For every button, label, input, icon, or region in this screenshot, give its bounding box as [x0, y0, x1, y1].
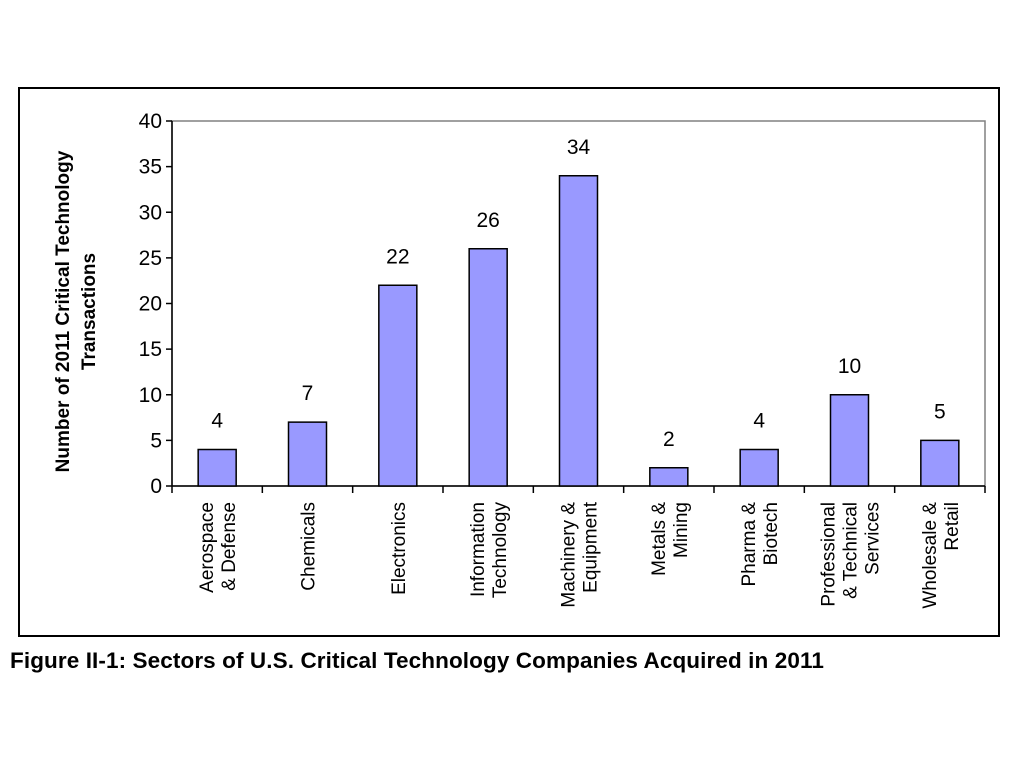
x-category-label-line: Mining: [671, 502, 692, 558]
x-category-label: Electronics: [389, 502, 410, 595]
bar-value-label: 34: [567, 136, 591, 159]
y-axis-title-line: Transactions: [79, 253, 100, 370]
bar-value-label: 2: [663, 428, 675, 451]
x-category-label: Pharma & Biotech: [739, 502, 782, 587]
y-tick-label: 35: [139, 156, 162, 179]
bar: [920, 439, 960, 487]
bar-value-label: 26: [476, 209, 499, 232]
bar: [829, 394, 870, 487]
y-tick-label: 30: [139, 201, 162, 224]
x-category-label-line: Equipment: [581, 501, 602, 593]
bar: [468, 248, 508, 487]
x-category-label-line: Retail: [942, 502, 963, 551]
x-category-label-line: Technology: [490, 502, 511, 599]
bar-value-label: 10: [838, 355, 861, 378]
x-category-label-line: Pharma &: [739, 502, 760, 587]
bar: [649, 467, 689, 487]
x-category-label: Professional & Technical Services: [819, 502, 884, 607]
x-category-label-line: Aerospace: [197, 502, 218, 593]
x-category-label-line: Biotech: [761, 502, 782, 565]
bar-value-label: 22: [386, 245, 409, 268]
bar: [739, 448, 779, 487]
figure-caption: Figure II-1: Sectors of U.S. Critical Te…: [10, 648, 824, 673]
y-tick-label: 10: [139, 384, 162, 407]
x-category-label: Metals & Mining: [649, 502, 692, 576]
y-tick-label: 5: [150, 429, 162, 452]
x-category-label: Aerospace & Defense: [197, 502, 240, 593]
y-tick-label: 40: [139, 110, 162, 133]
x-category-label-line: Machinery &: [559, 502, 580, 608]
y-axis-title-line: Number of 2011 Critical Technology: [53, 150, 74, 472]
chart-frame: [18, 87, 1000, 637]
x-category-label-line: Professional: [819, 502, 840, 607]
bar: [378, 284, 418, 487]
bar-value-label: 4: [753, 410, 765, 433]
x-category-label-line: Electronics: [389, 502, 410, 595]
y-tick-label: 25: [139, 247, 162, 270]
x-category-label: Chemicals: [299, 502, 320, 591]
x-category-label: Information Technology: [468, 502, 511, 599]
x-category-label-line: Services: [863, 502, 884, 575]
x-category-label-line: Information: [468, 502, 489, 597]
bar-value-label: 7: [302, 382, 314, 405]
y-tick-label: 0: [150, 475, 162, 498]
bar-value-label: 5: [934, 400, 946, 423]
bar: [197, 448, 237, 487]
y-tick-label: 15: [139, 338, 162, 361]
bar: [558, 175, 599, 487]
x-category-label-line: & Defense: [219, 502, 240, 591]
y-tick-label: 20: [139, 293, 162, 316]
bar: [287, 421, 328, 487]
x-category-label: Machinery & Equipment: [559, 501, 602, 607]
x-category-label-line: & Technical: [841, 502, 862, 599]
x-category-label: Wholesale & Retail: [920, 502, 963, 609]
x-category-label-line: Wholesale &: [920, 502, 941, 609]
x-category-label-line: Chemicals: [299, 502, 320, 591]
x-category-label-line: Metals &: [649, 502, 670, 576]
bar-value-label: 4: [211, 410, 223, 433]
